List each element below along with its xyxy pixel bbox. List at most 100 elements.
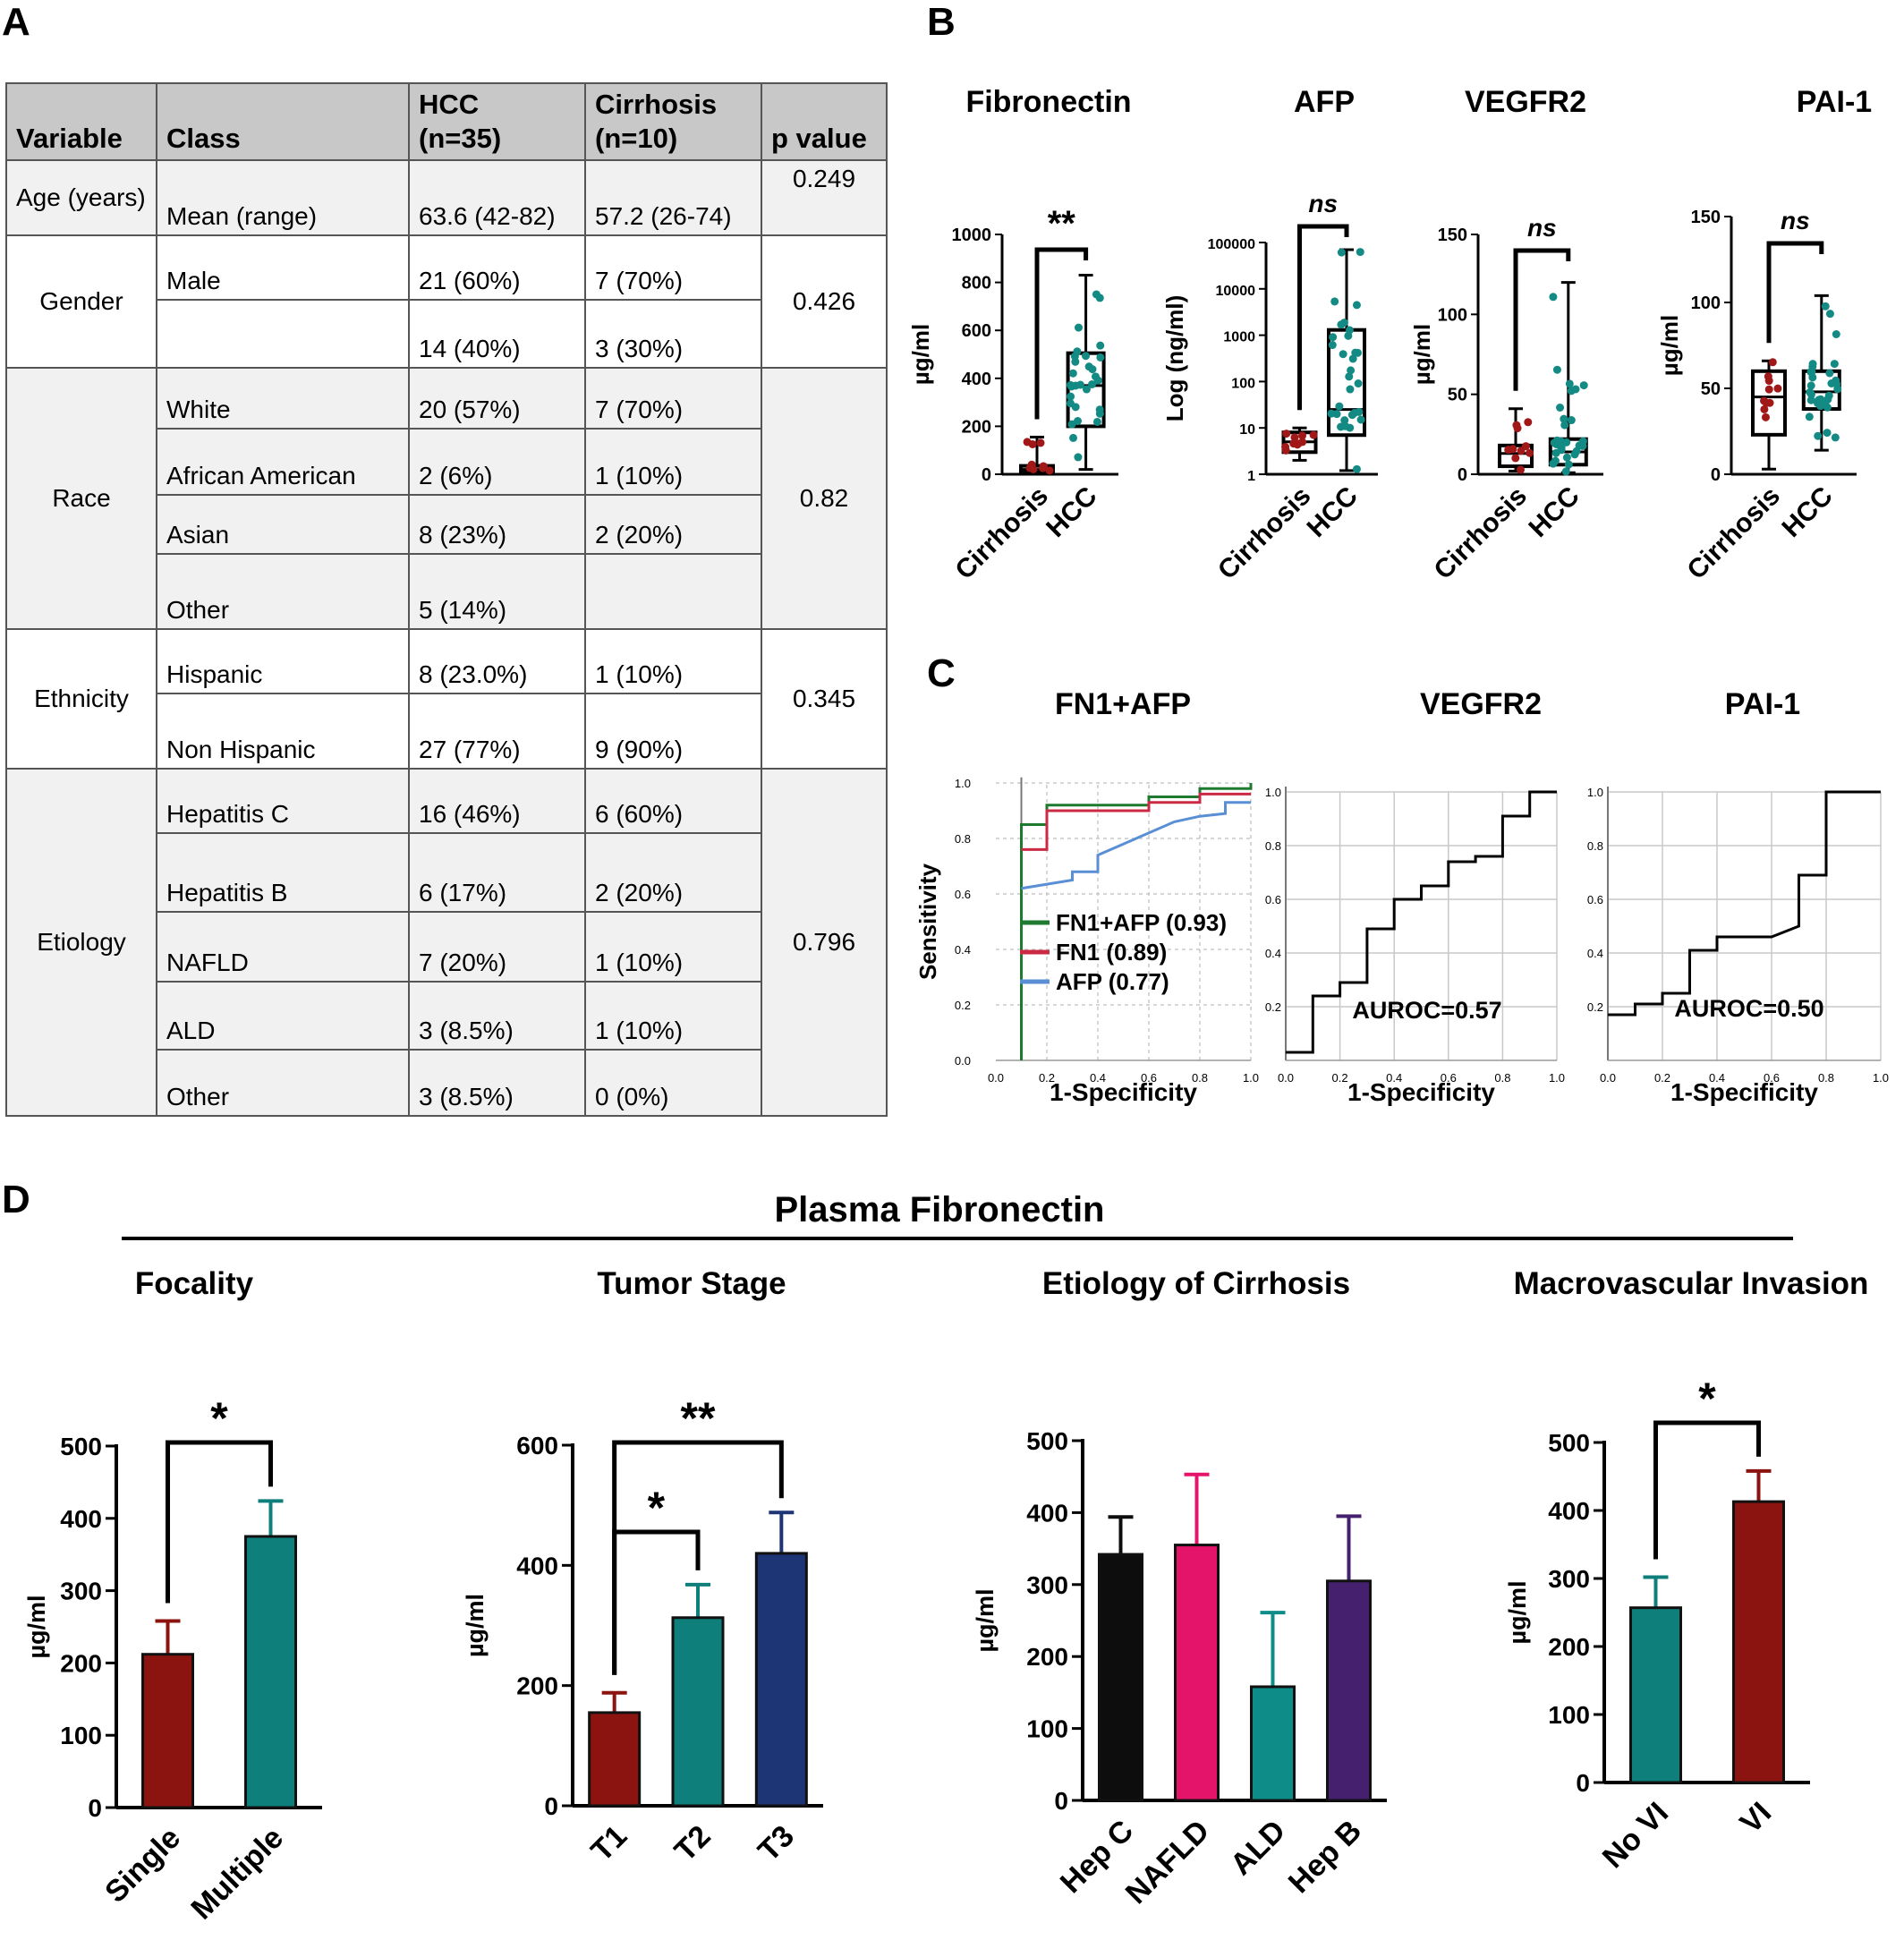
data-point <box>1290 433 1299 442</box>
data-point <box>1069 433 1078 442</box>
data-point <box>1352 464 1361 473</box>
y-tick-label: 0.2 <box>1587 1000 1603 1014</box>
y-tick-label: 50 <box>1701 379 1721 399</box>
x-tick-label: Cirrhosis <box>949 481 1053 585</box>
bar <box>1629 1606 1682 1784</box>
bar <box>141 1653 194 1809</box>
data-point <box>1356 415 1365 424</box>
y-axis-label: µg/ml <box>23 1595 50 1658</box>
significance-label: ns <box>1308 190 1338 217</box>
data-point <box>1768 358 1777 367</box>
bar <box>1732 1500 1785 1784</box>
y-tick-label: 1000 <box>1223 330 1255 345</box>
table-cell: NAFLD <box>156 911 410 983</box>
y-tick-label: 400 <box>962 370 991 389</box>
y-tick-label: 0.4 <box>1587 947 1603 960</box>
data-point <box>1036 438 1045 447</box>
header-p-value: p value <box>761 82 888 161</box>
x-tick-label: No VI <box>1596 1796 1675 1875</box>
data-point <box>1071 403 1080 412</box>
x-tick-label: 0.8 <box>1192 1071 1208 1085</box>
significance-bracket <box>612 1440 784 1675</box>
table-cell: 1 (10%) <box>584 628 762 694</box>
gender-variable: Gender <box>5 234 157 369</box>
chart-title: Tumor Stage <box>597 1271 786 1301</box>
panel-letter-d: D <box>2 1178 30 1221</box>
afp-box-chart: AFP 1 10 100 1000 10000 100000 Log (ng/ml) Cirrh… <box>1163 85 1378 585</box>
bar <box>1326 1579 1372 1802</box>
y-tick-label: 200 <box>1026 1643 1068 1671</box>
data-point <box>1513 424 1522 433</box>
etiology-bar-chart: Etiology of Cirrhosis 0 100 200 300 400 500 µg/… <box>972 1271 1387 1910</box>
data-point <box>1805 413 1814 421</box>
bar <box>754 1552 808 1808</box>
data-point <box>1074 453 1083 462</box>
y-tick-label: 200 <box>516 1672 558 1700</box>
table-cell: African American <box>156 428 410 496</box>
data-point <box>1088 379 1097 388</box>
data-point <box>1073 347 1082 356</box>
y-axis-label: µg/ml <box>1414 324 1435 385</box>
auroc-label: AUROC=0.50 <box>1674 995 1823 1022</box>
y-tick-label: 0.8 <box>955 832 971 846</box>
data-point <box>1504 446 1513 455</box>
data-point <box>1045 466 1054 475</box>
y-tick-label: 600 <box>516 1432 558 1459</box>
data-point <box>1095 405 1104 414</box>
panel-letter-c: C <box>927 651 956 695</box>
data-point <box>1281 443 1290 452</box>
data-point <box>1823 429 1832 438</box>
chart-title: PAI-1 <box>1797 85 1872 119</box>
y-tick-label: 300 <box>1548 1565 1590 1593</box>
y-tick-label: 0.8 <box>1587 839 1603 853</box>
data-point <box>1565 379 1574 388</box>
x-tick-label: HCC <box>1523 481 1585 543</box>
table-cell: Hepatitis C <box>156 768 410 834</box>
data-point <box>1821 302 1830 311</box>
data-point <box>1516 465 1525 474</box>
x-tick-label: 1.0 <box>1243 1071 1259 1085</box>
y-tick-label: 600 <box>962 321 991 341</box>
data-point <box>1550 438 1559 447</box>
data-point <box>1088 365 1097 374</box>
x-tick-label: 0.4 <box>1090 1071 1106 1085</box>
y-tick-label: 200 <box>1548 1633 1590 1661</box>
y-tick-label: 150 <box>1438 225 1467 245</box>
data-point <box>1337 248 1346 257</box>
table-cell: 27 (77%) <box>408 693 586 770</box>
table-cell: Asian <box>156 494 410 555</box>
y-tick-label: 100000 <box>1208 237 1255 252</box>
table-cell: Other <box>156 1049 410 1117</box>
x-tick-label: 0.8 <box>1818 1071 1834 1085</box>
fibronectin-box-chart: Fibronectin 0 200 400 600 800 1000 µg/ml Cirrhos… <box>907 85 1132 585</box>
y-tick-label: 400 <box>1026 1499 1068 1527</box>
y-tick-label: 1 <box>1247 469 1255 484</box>
significance-bracket <box>1034 247 1089 420</box>
y-tick-label: 1.0 <box>955 777 971 790</box>
significance-label: * <box>210 1393 228 1443</box>
x-tick-label: NAFLD <box>1119 1814 1216 1910</box>
x-tick-label: 0.0 <box>1600 1071 1616 1085</box>
demographics-table: Variable Class HCC (n=35) Cirrhosis (n=1… <box>5 82 888 1117</box>
data-point <box>1328 341 1337 350</box>
y-axis-label: Log (ng/ml) <box>1163 295 1188 422</box>
data-point <box>1831 433 1840 442</box>
legend-label: AFP (0.77) <box>1056 968 1169 995</box>
x-tick-label: 0.2 <box>1654 1071 1670 1085</box>
significance-label: * <box>648 1483 666 1533</box>
x-tick-label: 0.6 <box>1764 1071 1780 1085</box>
data-point <box>1293 440 1302 449</box>
table-cell: 7 (20%) <box>408 911 586 983</box>
y-axis-label: µg/ml <box>1504 1580 1531 1644</box>
table-cell: 1 (10%) <box>584 428 762 496</box>
x-tick-label: 0.6 <box>1441 1071 1457 1085</box>
data-point <box>1095 294 1104 302</box>
y-tick-label: 800 <box>962 274 991 294</box>
header-variable: Variable <box>5 82 157 161</box>
y-tick-label: 200 <box>60 1649 102 1677</box>
header-class: Class <box>156 82 410 161</box>
data-point <box>1806 390 1815 399</box>
y-tick-label: 0.4 <box>955 943 971 957</box>
table-cell: Male <box>156 234 410 301</box>
